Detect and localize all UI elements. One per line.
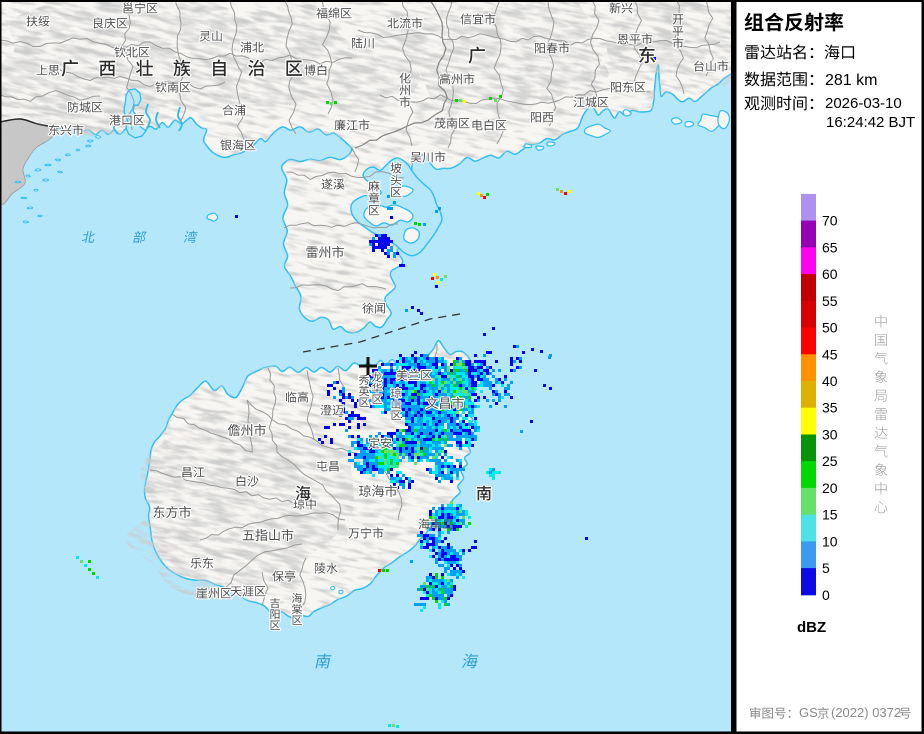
svg-text:55: 55 [822,293,838,309]
svg-text:25: 25 [822,453,838,469]
svg-text:(2022) 0372: (2022) 0372 [831,705,901,720]
svg-text:60: 60 [822,266,838,282]
svg-text:65: 65 [822,239,838,255]
svg-text:15: 15 [822,507,838,523]
svg-text:10: 10 [822,533,838,549]
svg-text:20: 20 [822,480,838,496]
svg-text:2026-03-10: 2026-03-10 [825,95,902,112]
svg-text:5: 5 [822,560,830,576]
svg-text:0: 0 [822,587,830,603]
svg-text:16:24:42 BJT: 16:24:42 BJT [826,114,915,131]
svg-text:dBZ: dBZ [797,619,826,636]
svg-text:GS: GS [799,705,818,720]
svg-text:70: 70 [822,213,838,229]
svg-text:281 km: 281 km [825,72,877,89]
svg-text:50: 50 [822,320,838,336]
svg-text:45: 45 [822,346,838,362]
svg-text:40: 40 [822,373,838,389]
svg-text:35: 35 [822,400,838,416]
svg-text:30: 30 [822,427,838,443]
